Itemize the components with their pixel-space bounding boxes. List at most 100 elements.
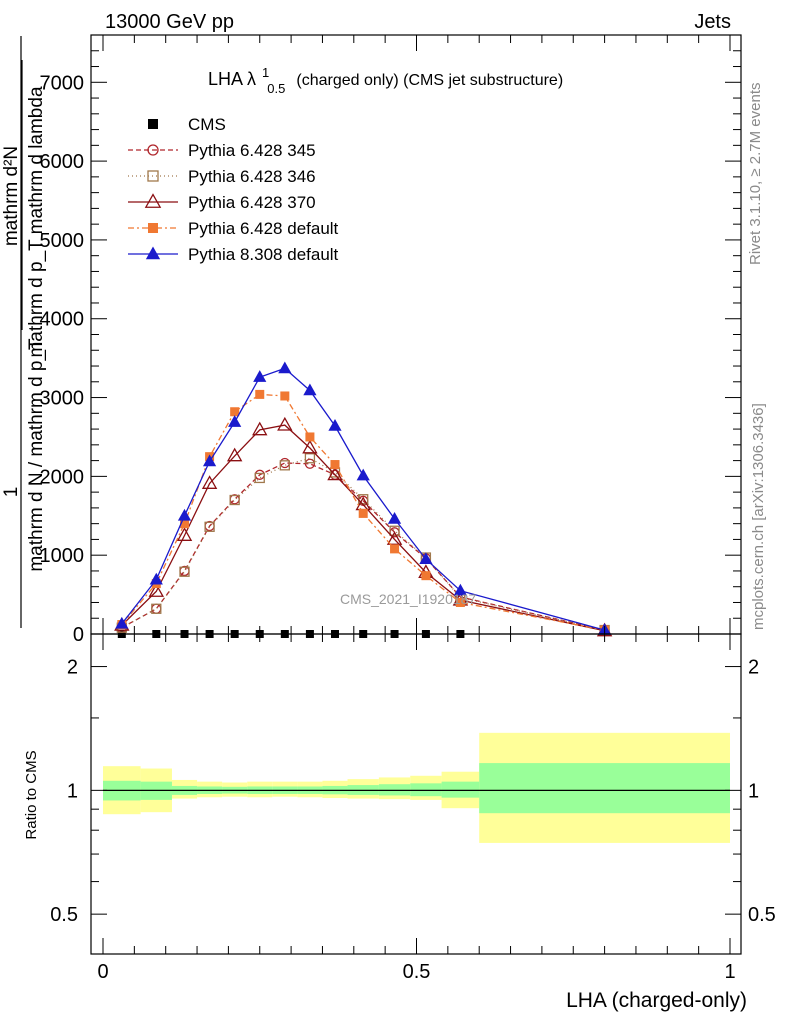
data-point <box>254 472 265 484</box>
legend-marker <box>148 119 158 129</box>
legend-marker <box>147 144 159 156</box>
title-sup: 1 <box>262 65 269 80</box>
ratio-panel: 0.5 0.51 12 2 0 0.5 1 Ratio to CMS <box>23 633 776 983</box>
data-point <box>419 552 433 564</box>
ratio-ylabel: Ratio to CMS <box>23 750 40 839</box>
legend-label: Pythia 6.428 345 <box>188 141 316 160</box>
watermark: CMS_2021_I1920187 <box>340 591 476 607</box>
ylabel-frac-den: mathrm d N / mathrm d p_T <box>26 338 47 572</box>
title-main: LHA λ <box>208 69 256 89</box>
header-right: Jets <box>694 11 731 33</box>
y-tick-label: 5000 <box>40 230 85 252</box>
main-panel: 0 1000 2000 3000 4000 5000 6000 7000 LHA λ 1 0.… <box>40 34 742 646</box>
data-point <box>278 361 292 374</box>
y-tick-label: 1000 <box>40 545 85 567</box>
ylabel-rhs-den: mathrm d p_T mathrm d lambda <box>26 86 47 357</box>
data-point <box>180 519 190 529</box>
rivet-label: Rivet 3.1.10, ≥ 2.7M events <box>747 83 764 266</box>
data-point <box>280 391 290 401</box>
ratio-y-tick-label-right: 2 <box>748 657 759 679</box>
ylabel-rhs-num: mathrm d²N <box>1 146 22 246</box>
data-point <box>151 603 162 614</box>
main-x-ticks <box>102 35 731 634</box>
x-tick-label: 1 <box>724 961 735 983</box>
data-point <box>455 597 465 607</box>
data-point <box>115 616 129 629</box>
legend-label: Pythia 6.428 346 <box>188 167 316 186</box>
data-point <box>303 383 317 396</box>
y-tick-label: 7000 <box>40 72 85 94</box>
data-point <box>389 525 400 536</box>
legend-label: Pythia 8.308 default <box>188 245 339 264</box>
y-tick-label: 6000 <box>40 151 85 173</box>
legend-label: Pythia 6.428 default <box>188 219 339 238</box>
ratio-y-ticks: 0.5 0.5 1 1 2 2 <box>50 657 776 927</box>
y-tick-label: 3000 <box>40 388 85 410</box>
data-point <box>387 512 402 524</box>
data-point <box>201 475 218 489</box>
data-point <box>255 389 265 399</box>
ratio-y-tick-label: 2 <box>67 657 78 679</box>
ratio-x-ticks: 0 0.5 1 <box>97 634 736 983</box>
y-tick-label: 4000 <box>40 309 85 331</box>
legend-label: Pythia 6.428 370 <box>188 193 316 212</box>
legend-label: CMS <box>188 115 226 134</box>
x-tick-label: 0 <box>97 961 108 983</box>
legend-marker <box>144 193 162 208</box>
data-point <box>390 544 400 554</box>
ratio-y-tick-label-right: 0.5 <box>748 904 776 926</box>
data-point <box>277 416 293 431</box>
data-point <box>386 531 403 545</box>
data-point <box>229 494 240 506</box>
ratio-y-tick-label-right: 1 <box>748 780 759 802</box>
data-point <box>327 466 343 481</box>
data-point <box>252 421 268 436</box>
data-point <box>358 508 368 518</box>
green-band-bin <box>441 781 480 798</box>
data-point <box>204 521 215 532</box>
data-point <box>304 458 316 469</box>
data-point <box>330 460 340 470</box>
data-point <box>421 571 431 581</box>
title-rest: (charged only) (CMS jet substructure) <box>296 72 563 89</box>
x-axis-title: LHA (charged-only) <box>566 989 747 1012</box>
series-line <box>121 393 605 631</box>
x-tick-label: 0.5 <box>403 961 431 983</box>
data-point <box>202 454 217 467</box>
y-tick-label: 2000 <box>40 466 85 488</box>
data-point <box>176 527 193 541</box>
data-point <box>226 447 243 462</box>
legend-marker <box>145 246 161 260</box>
data-point <box>148 583 165 597</box>
ratio-y-tick-label: 0.5 <box>50 904 78 926</box>
data-point <box>356 468 370 481</box>
main-y-ticks: 0 1000 2000 3000 4000 5000 6000 7000 <box>40 50 741 646</box>
data-point <box>230 407 240 417</box>
data-point <box>228 415 242 427</box>
data-point <box>302 439 318 454</box>
ylabel-frac-num: 1 <box>1 487 22 498</box>
green-band-bin <box>479 763 730 814</box>
legend-marker <box>148 223 158 233</box>
ratio-bands <box>103 732 730 843</box>
data-point <box>279 460 290 471</box>
series-line <box>121 462 605 631</box>
data-point <box>253 370 267 382</box>
data-point <box>151 603 162 614</box>
header-left: 13000 GeV pp <box>105 11 234 33</box>
data-point <box>177 508 192 521</box>
y-tick-label: 0 <box>73 624 84 646</box>
y-axis-label: 1 mathrm d N / mathrm d p_T mathrm d²N m… <box>1 36 47 628</box>
legend: CMS Pythia 6.428 345 Pythia 6.428 346 Pythi… <box>128 115 339 264</box>
data-point <box>179 566 190 577</box>
ratio-y-tick-label: 1 <box>67 780 78 802</box>
data-point <box>305 432 315 442</box>
main-marks <box>114 361 613 638</box>
data-point <box>149 572 163 585</box>
title-sub: 0.5 <box>267 81 285 96</box>
plot-title: LHA λ 1 0.5 (charged only) (CMS jet subs… <box>208 61 563 97</box>
data-point <box>304 453 316 464</box>
legend-marker <box>147 170 159 182</box>
data-point <box>328 419 342 431</box>
